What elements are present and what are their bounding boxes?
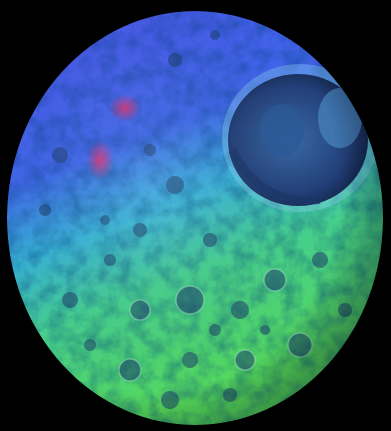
moon-surface bbox=[7, 11, 383, 425]
